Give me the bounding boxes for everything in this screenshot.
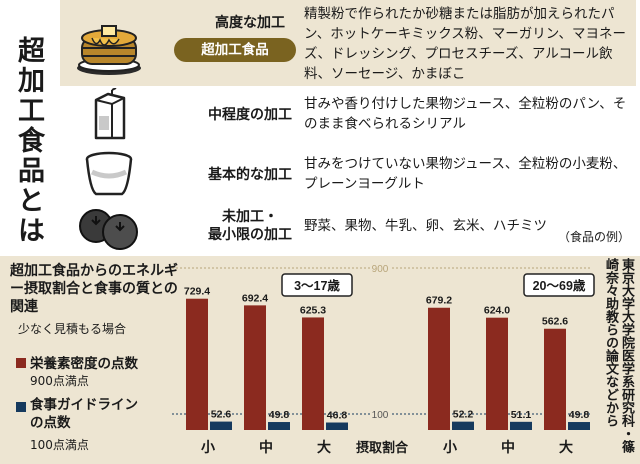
bar-guideline	[268, 422, 290, 430]
group-label: 3〜17歳	[294, 278, 340, 293]
examples-note: （食品の例）	[557, 230, 630, 244]
data-label-guideline: 49.8	[269, 409, 290, 421]
bar-chart: 900100900100摂取割合3〜17歳729.452.6小692.449.8…	[172, 262, 595, 455]
ultra-processed-badge: 超加工食品	[174, 38, 296, 62]
bar-nutrient	[186, 298, 208, 430]
bar-guideline	[510, 421, 532, 430]
level-row-basic: 基本的な加工 甘みをつけていない果物ジュース、全粒粉の小麦粉、プレーンヨーグルト	[60, 146, 636, 202]
bar-guideline	[210, 421, 232, 430]
data-label-nutrient: 729.4	[184, 286, 210, 298]
category-label: 大	[317, 439, 331, 455]
data-label-guideline: 51.1	[511, 409, 532, 421]
level-label: 未加工・ 最小限の加工	[208, 209, 292, 243]
bar-nutrient	[544, 328, 566, 430]
bar-nutrient	[486, 317, 508, 430]
level-examples: 野菜、果物、牛乳、卵、玄米、ハチミツ	[304, 218, 547, 234]
ref-label-bg	[370, 408, 390, 420]
ref-label-100-text: 100	[372, 410, 389, 421]
level-row-medium: 中程度の加工 甘みや香り付けした果物ジュース、全粒粉のパン、そのまま食べられるシ…	[60, 86, 636, 142]
level-examples: 甘みをつけていない果物ジュース、全粒粉の小麦粉、プレーンヨーグルト	[304, 156, 627, 192]
page-title: 超加工食品とは	[13, 36, 44, 246]
legend-swatch-guideline	[16, 402, 26, 412]
bar-guideline	[452, 421, 474, 430]
chart-subtitle: 少なく見積もる場合	[18, 322, 127, 336]
pancake-icon	[77, 25, 141, 75]
chart-panel: 900100900100摂取割合3〜17歳729.452.6小692.449.8…	[0, 256, 640, 464]
chart-title: 超加工食品からのエネルギー摂取割合と食事の質との関連	[10, 263, 178, 315]
group-label: 20〜69歳	[533, 278, 586, 293]
data-label-nutrient: 624.0	[484, 305, 510, 317]
data-label-guideline: 52.2	[453, 409, 474, 421]
legend-sub-guideline: 100点満点	[30, 438, 89, 452]
legend-label-nutrient: 栄養素密度の点数	[30, 356, 138, 372]
yogurt-cup-icon	[85, 151, 133, 196]
data-label-nutrient: 625.3	[300, 304, 326, 316]
axis-label: 摂取割合	[356, 440, 409, 455]
data-label-nutrient: 692.4	[242, 292, 268, 304]
data-label-nutrient: 562.6	[542, 316, 568, 328]
level-label: 中程度の加工	[208, 107, 292, 123]
bar-guideline	[568, 422, 590, 430]
ref-label-900-text: 900	[372, 264, 389, 275]
group-label-box	[281, 273, 353, 297]
source-credit: 東京大学大学院医学系研究科・篠崎奈々助教らの論文などから	[603, 258, 634, 453]
legend-sub-nutrient: 900点満点	[30, 374, 89, 388]
legend-swatch-nutrient	[16, 358, 26, 368]
ref-label-bg	[370, 262, 390, 274]
category-label: 小	[443, 439, 457, 455]
data-label-guideline: 46.8	[327, 410, 348, 422]
data-label-guideline: 49.8	[569, 409, 590, 421]
level-row-high: 高度な加工 超加工食品 精製粉で作られたか砂糖または脂肪が加えられたパン、ホット…	[60, 0, 636, 86]
data-label-nutrient: 679.2	[426, 295, 452, 307]
blueberry-icon	[79, 209, 138, 250]
bar-nutrient	[302, 317, 324, 430]
category-label: 大	[559, 439, 573, 455]
bar-nutrient	[428, 307, 450, 430]
data-label-guideline: 52.6	[211, 409, 232, 421]
juice-carton-icon	[94, 88, 126, 140]
group-label-box	[523, 273, 595, 297]
level-row-unprocessed: 未加工・ 最小限の加工 野菜、果物、牛乳、卵、玄米、ハチミツ	[60, 200, 636, 258]
bar-nutrient	[244, 305, 266, 430]
level-label: 高度な加工	[215, 15, 285, 31]
category-label: 中	[501, 439, 515, 455]
category-label: 中	[259, 439, 273, 455]
level-label: 基本的な加工	[208, 167, 292, 183]
level-examples: 精製粉で作られたか砂糖または脂肪が加えられたパン、ホットケーキミックス粉、マーガ…	[304, 6, 626, 82]
legend-label-guideline: 食事ガイドラインの点数	[30, 397, 138, 431]
level-examples: 甘みや香り付けした果物ジュース、全粒粉のパン、そのまま食べられるシリアル	[304, 96, 627, 132]
bar-guideline	[326, 422, 348, 430]
category-label: 小	[201, 439, 215, 455]
